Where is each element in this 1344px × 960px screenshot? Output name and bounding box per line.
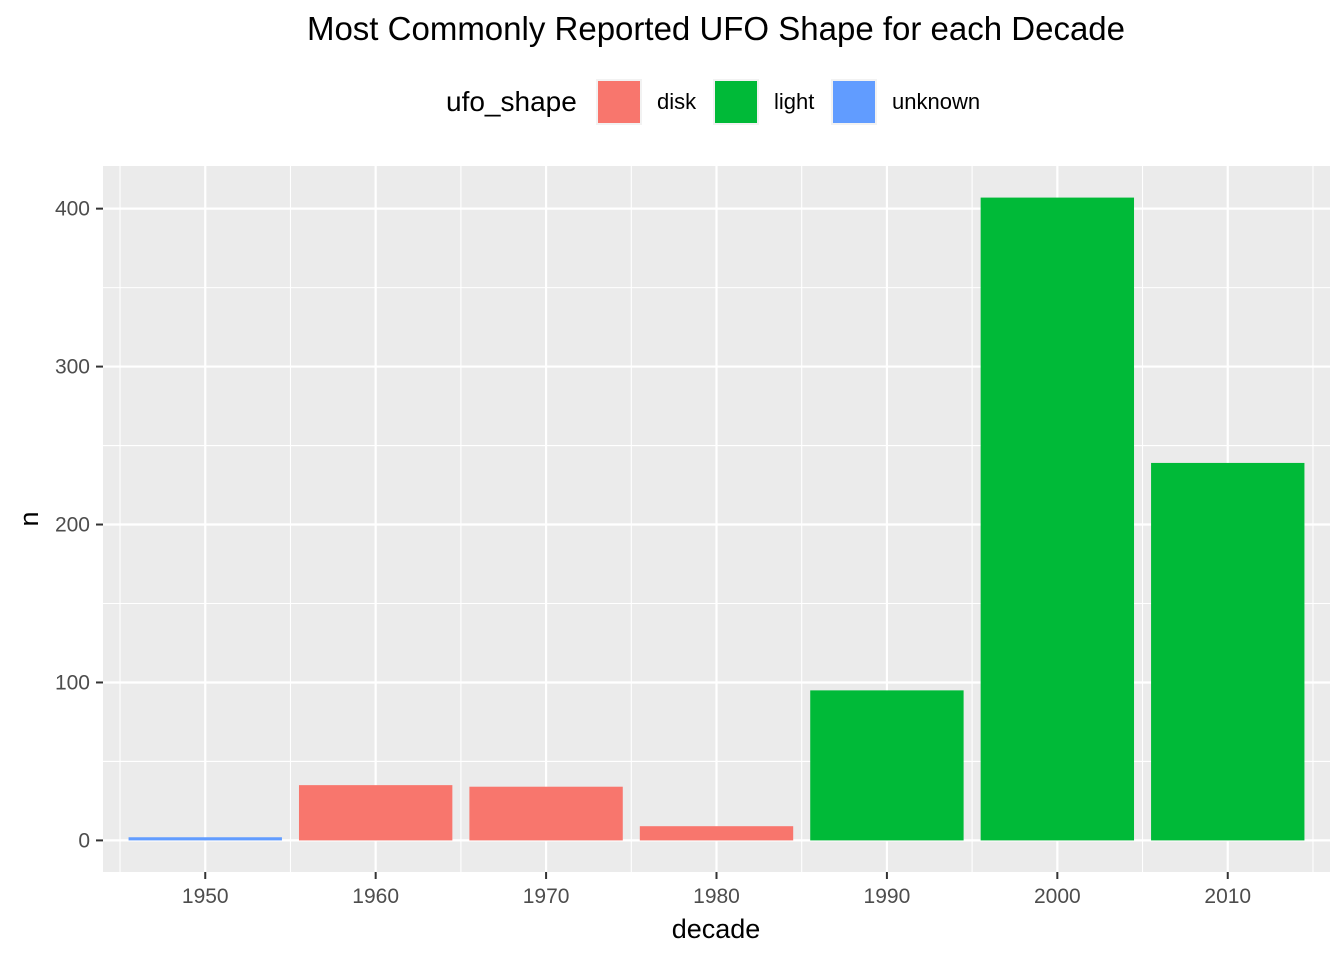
x-tick-label: 1980 bbox=[693, 885, 740, 908]
y-tick-label: 400 bbox=[55, 198, 90, 221]
bar-1960 bbox=[298, 785, 453, 841]
legend-label-disk: disk bbox=[657, 89, 697, 114]
bar-1950 bbox=[128, 837, 282, 841]
bar-1970 bbox=[469, 786, 623, 841]
y-tick-label: 0 bbox=[78, 829, 90, 852]
bar-1980 bbox=[639, 826, 794, 841]
x-tick-label: 1970 bbox=[523, 885, 570, 908]
legend-key-disk bbox=[598, 81, 640, 123]
bar-2000 bbox=[980, 197, 1135, 841]
y-tick-label: 200 bbox=[55, 514, 90, 537]
x-tick-label: 1950 bbox=[182, 885, 229, 908]
x-tick-label: 1990 bbox=[864, 885, 911, 908]
legend: ufo_shape disk light unknown bbox=[446, 79, 980, 125]
bar-2010 bbox=[1151, 462, 1305, 841]
legend-label-unknown: unknown bbox=[892, 89, 980, 114]
x-axis-title: decade bbox=[672, 914, 761, 944]
y-axis-title: n bbox=[14, 511, 44, 526]
legend-key-light bbox=[715, 81, 757, 123]
x-tick-label: 2010 bbox=[1204, 885, 1251, 908]
y-tick-label: 300 bbox=[55, 356, 90, 379]
x-tick-label: 1960 bbox=[352, 885, 399, 908]
legend-title: ufo_shape bbox=[446, 86, 577, 117]
chart-title: Most Commonly Reported UFO Shape for eac… bbox=[307, 10, 1125, 47]
y-tick-label: 100 bbox=[55, 671, 90, 694]
x-tick-label: 2000 bbox=[1034, 885, 1081, 908]
legend-key-unknown bbox=[833, 81, 875, 123]
bar-1990 bbox=[810, 690, 964, 841]
legend-label-light: light bbox=[774, 89, 814, 114]
